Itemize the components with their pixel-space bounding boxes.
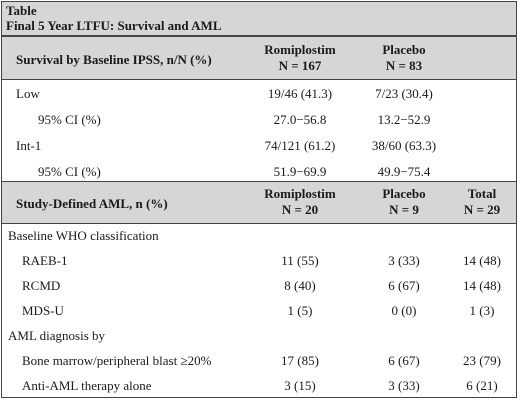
survival-col-placebo-n: N = 83: [385, 58, 423, 73]
cell-romiplostim: 1 (5): [287, 303, 313, 318]
cell-placebo: 3 (33): [388, 378, 420, 393]
cell-placebo: 0 (0): [391, 303, 417, 318]
row-label: Low: [16, 86, 40, 101]
cell-placebo: 6 (67): [388, 353, 420, 368]
row-label: 95% CI (%): [38, 164, 101, 179]
table-caption: Table Final 5 Year LTFU: Survival and AM…: [2, 2, 516, 36]
row-label: 95% CI (%): [38, 112, 101, 127]
aml-col-romiplostim-n: N = 20: [281, 202, 319, 217]
survival-col-romiplostim: Romiplostim: [264, 42, 336, 57]
caption-subtitle: Final 5 Year LTFU: Survival and AML: [6, 18, 222, 33]
cell-romiplostim: 3 (15): [284, 378, 316, 393]
section-heading: Baseline WHO classification: [8, 228, 159, 243]
aml-header-label: Study-Defined AML, n (%): [16, 196, 168, 211]
cell-romiplostim: 27.0−56.8: [273, 112, 327, 127]
aml-col-placebo: Placebo: [382, 186, 426, 201]
cell-romiplostim: 11 (55): [281, 253, 319, 268]
survival-col-placebo: Placebo: [382, 42, 426, 57]
cell-placebo: 6 (67): [388, 278, 420, 293]
cell-placebo: 49.9−75.4: [377, 164, 431, 179]
survival-col-romiplostim-n: N = 167: [278, 58, 322, 73]
aml-header: [2, 181, 516, 224]
survival-header-label: Survival by Baseline IPSS, n/N (%): [16, 52, 212, 67]
row-label: Int-1: [16, 138, 42, 153]
cell-total: 1 (3): [469, 303, 495, 318]
row-label: RAEB-1: [22, 253, 68, 268]
caption-title: Table: [6, 3, 37, 18]
aml-col-total: Total: [467, 186, 497, 201]
row-label: MDS-U: [22, 303, 64, 318]
cell-romiplostim: 51.9−69.9: [273, 164, 327, 179]
cell-total: 14 (48): [463, 253, 501, 268]
row-label: Anti-AML therapy alone: [22, 378, 152, 393]
cell-total: 6 (21): [466, 378, 498, 393]
cell-romiplostim: 8 (40): [284, 278, 316, 293]
row-label: Bone marrow/peripheral blast ≥20%: [22, 353, 212, 368]
cell-total: 14 (48): [463, 278, 501, 293]
cell-romiplostim: 74/121 (61.2): [264, 138, 336, 153]
survival-header: [2, 36, 516, 80]
aml-col-total-n: N = 29: [463, 202, 501, 217]
cell-romiplostim: 17 (85): [281, 353, 319, 368]
aml-col-romiplostim: Romiplostim: [264, 186, 336, 201]
cell-placebo: 38/60 (63.3): [371, 138, 437, 153]
cell-placebo: 3 (33): [388, 253, 420, 268]
section-heading: AML diagnosis by: [8, 328, 106, 343]
cell-romiplostim: 19/46 (41.3): [267, 86, 333, 101]
cell-placebo: 13.2−52.9: [377, 112, 431, 127]
row-label: RCMD: [22, 278, 61, 293]
aml-col-placebo-n: N = 9: [389, 202, 419, 217]
cell-placebo: 7/23 (30.4): [375, 86, 433, 101]
cell-total: 23 (79): [463, 353, 501, 368]
